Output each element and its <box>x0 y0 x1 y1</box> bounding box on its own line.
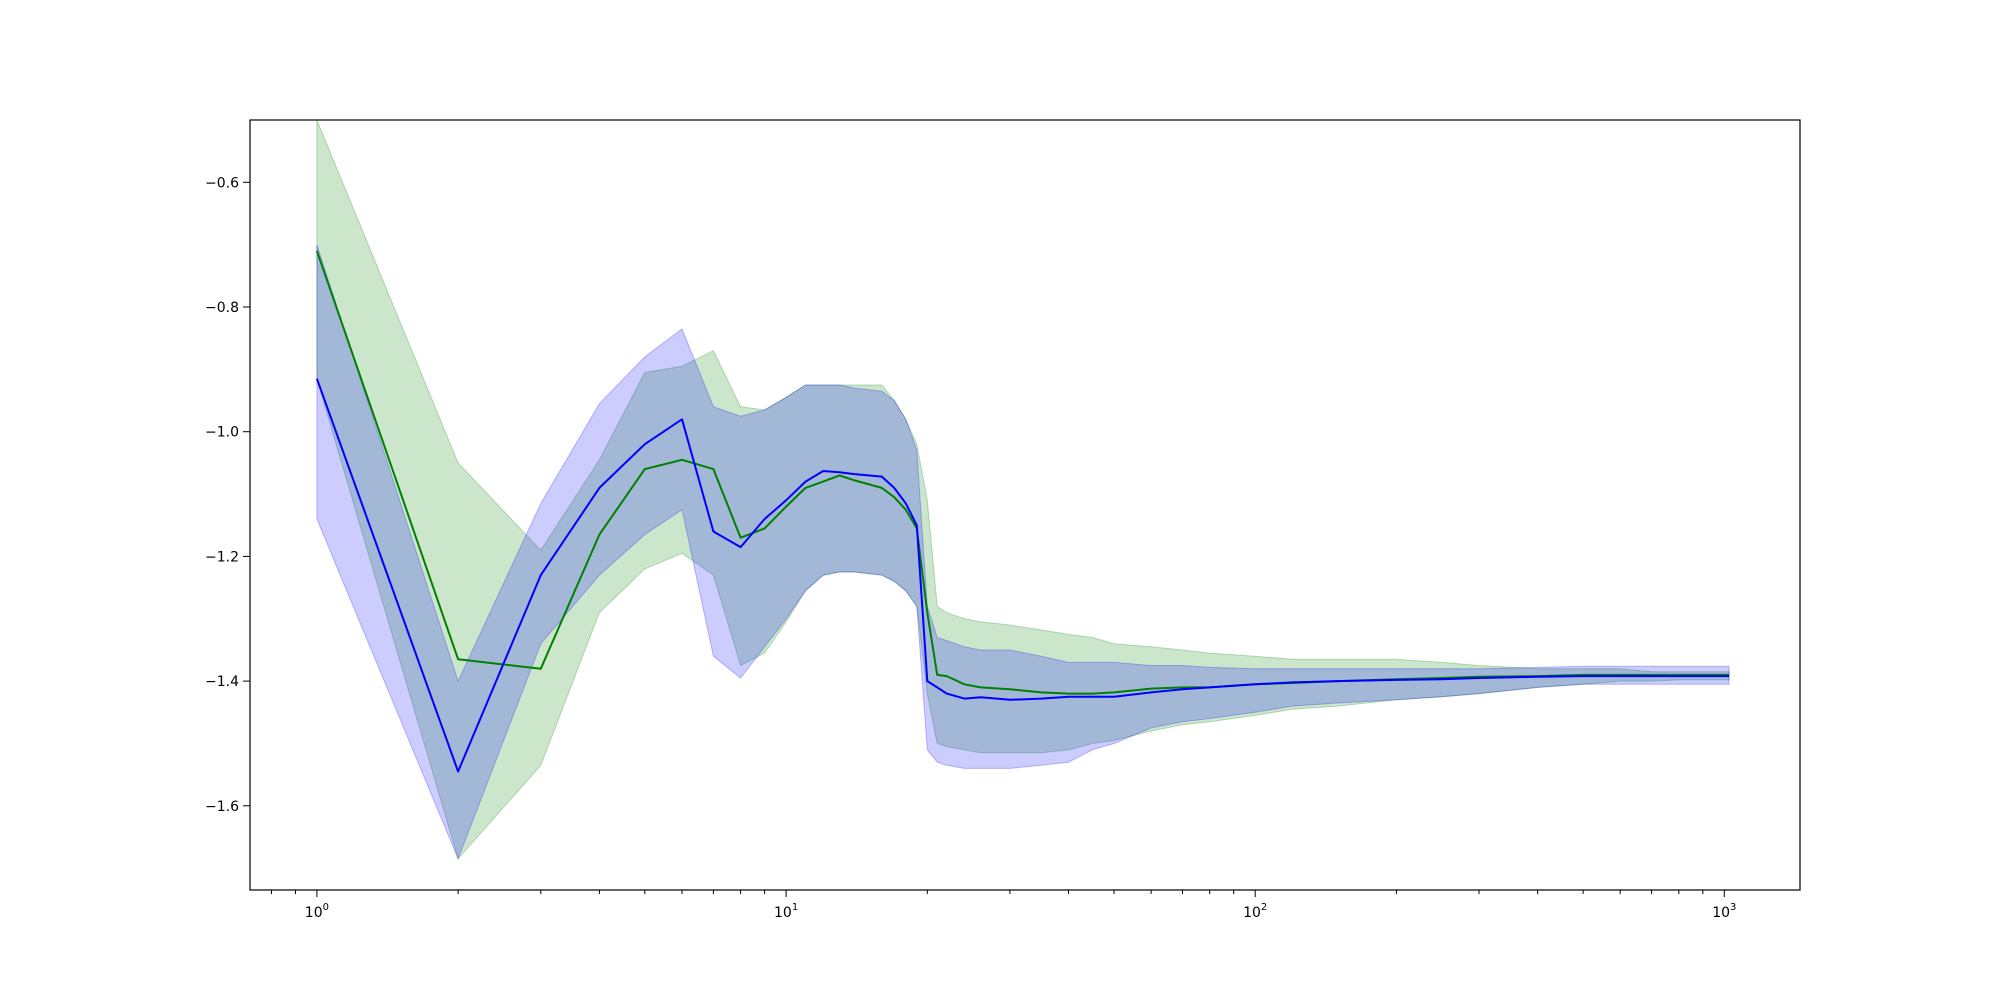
series-2-band <box>316 244 1730 861</box>
y-tick-label: −1.6 <box>205 799 239 815</box>
x-tick-label: 103 <box>1712 902 1736 921</box>
y-tick-label: −0.6 <box>205 175 239 191</box>
y-tick-label: −1.2 <box>205 549 239 565</box>
confidence-bands <box>316 119 1730 861</box>
x-tick-label: 102 <box>1243 902 1267 921</box>
plot-frame <box>249 119 1801 891</box>
x-tick-label: 100 <box>305 902 329 921</box>
y-tick-label: −1.0 <box>205 425 239 441</box>
series-1-band <box>316 119 1730 860</box>
y-tick-label: −0.8 <box>205 300 239 316</box>
x-tick-label: 101 <box>774 902 798 921</box>
x-axis: 100 101 102 103 <box>271 890 1736 921</box>
series-1-line <box>315 250 1730 695</box>
series-lines <box>315 250 1730 773</box>
series-2-line <box>315 378 1730 773</box>
y-axis: −0.6 −0.8 −1.0 −1.2 −1.4 −1.6 <box>205 175 250 815</box>
y-tick-label: −1.4 <box>205 674 239 690</box>
